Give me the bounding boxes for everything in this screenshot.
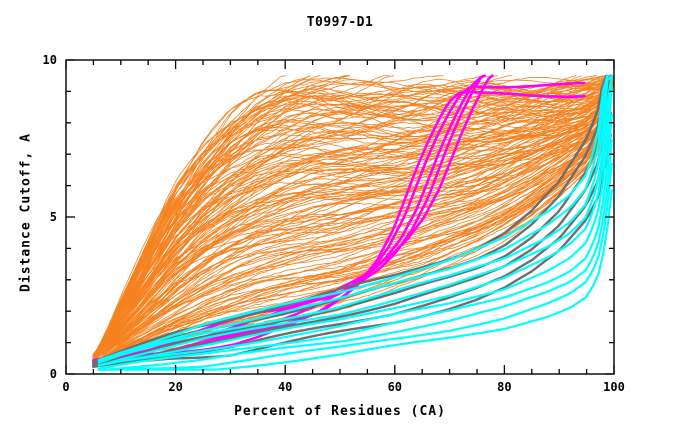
x-tick-label: 0 [62,380,70,394]
x-tick-label: 80 [497,380,512,394]
x-tick-label: 60 [387,380,403,394]
series-group-best-cyan-models [97,74,613,371]
x-tick-label: 100 [603,380,625,394]
x-tick-label: 40 [277,380,293,394]
curve-layer [92,74,614,371]
chart-title: T0997-D1 [306,15,374,30]
x-tick-label: 20 [168,380,183,394]
y-tick-label: 5 [49,210,57,224]
y-tick-label: 0 [49,367,57,381]
x-axis-label: Percent of Residues (CA) [234,404,446,419]
tick-layer [65,59,615,375]
y-tick-label: 10 [42,53,57,67]
y-axis-label: Distance Cutoff, A [18,133,34,292]
